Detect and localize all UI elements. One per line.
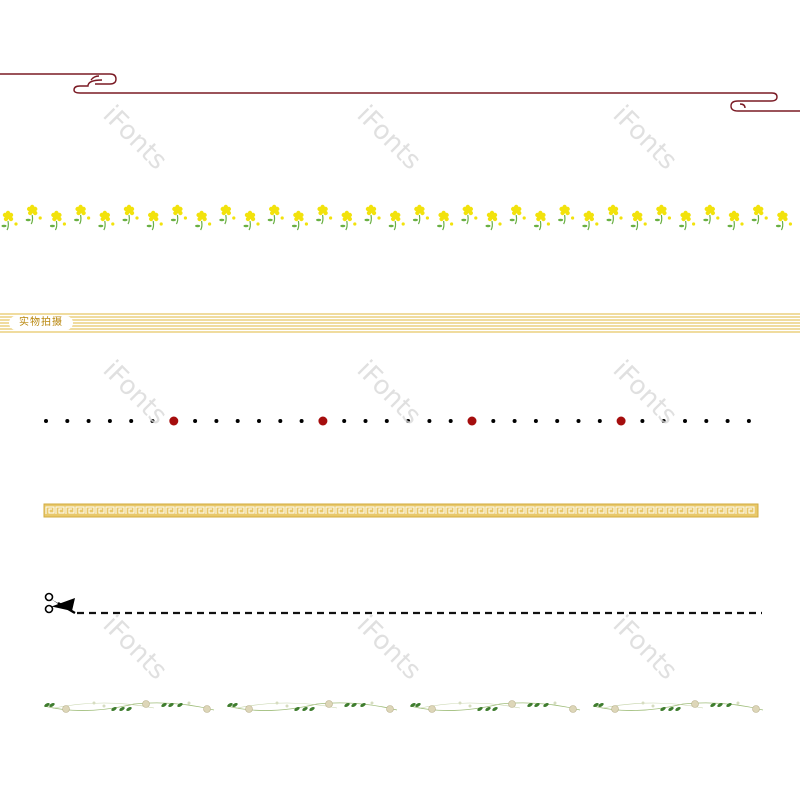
black-dot: [725, 419, 730, 423]
red-dot: [616, 416, 626, 426]
black-dot: [427, 419, 432, 423]
black-dot: [512, 419, 517, 423]
black-dot: [150, 419, 155, 423]
red-dot: [467, 416, 477, 426]
flower-icon: [533, 210, 551, 231]
flower-icon: [25, 204, 42, 225]
black-dot: [704, 419, 709, 423]
black-dot: [44, 419, 48, 423]
flower-icon: [388, 210, 405, 231]
cloud-line-divider: [0, 73, 800, 112]
black-dot: [576, 419, 581, 423]
black-dot: [384, 419, 389, 423]
flower-icon: [606, 204, 623, 225]
flower-icon: [1, 210, 18, 231]
flower-icon: [703, 204, 720, 225]
flower-icon: [582, 210, 599, 231]
dotted-divider: [44, 416, 751, 426]
flower-icon: [243, 210, 260, 231]
black-dot: [555, 419, 560, 423]
black-dot: [683, 419, 687, 423]
flower-icon: [485, 210, 502, 231]
flower-icon: [98, 210, 115, 231]
flower-icon: [412, 204, 429, 225]
scissors-icon: [44, 592, 76, 615]
vine-segment: [592, 700, 764, 713]
flower-icon: [775, 210, 793, 231]
red-dot: [169, 416, 179, 426]
flower-icon: [219, 204, 236, 225]
flower-icon: [195, 210, 212, 231]
black-dot: [65, 419, 70, 423]
black-dot: [640, 419, 645, 423]
flower-icon: [122, 204, 139, 225]
black-dot: [299, 419, 304, 423]
flower-icon: [558, 204, 575, 225]
flower-icon: [74, 204, 91, 225]
flower-icon: [267, 204, 284, 225]
rapeseed-flower-border: [1, 204, 793, 231]
gold-stripe-band: [0, 313, 800, 333]
vine-segment: [43, 700, 215, 713]
flower-icon: [654, 204, 672, 225]
flower-icon: [751, 204, 768, 225]
black-dot: [342, 419, 347, 423]
flower-icon: [679, 210, 696, 231]
black-dot: [533, 419, 538, 423]
flower-icon: [146, 210, 163, 231]
black-dot: [257, 419, 261, 423]
black-dot: [661, 419, 666, 423]
flower-icon: [170, 204, 187, 225]
black-dot: [86, 419, 91, 423]
black-dot: [193, 419, 198, 423]
flower-icon: [630, 210, 647, 231]
fret-pattern-border: [43, 503, 759, 518]
scissors-cut-line: [44, 592, 762, 615]
black-dot: [214, 419, 219, 423]
black-dot: [129, 419, 134, 423]
vine-segment: [409, 700, 581, 713]
black-dot: [597, 419, 602, 423]
flower-icon: [509, 204, 526, 225]
black-dot: [448, 419, 453, 423]
flower-icon: [727, 210, 744, 231]
flower-icon: [437, 210, 454, 231]
vine-border: [43, 700, 764, 713]
black-dot: [278, 419, 283, 423]
black-dot: [363, 419, 368, 423]
flower-icon: [364, 204, 381, 225]
flower-icon: [316, 204, 333, 225]
flower-icon: [340, 210, 357, 231]
vine-segment: [226, 700, 398, 713]
black-dot: [235, 419, 240, 423]
red-dot: [318, 416, 328, 426]
black-dot: [746, 419, 751, 423]
photo-tag-label: 实物拍摄: [9, 316, 73, 330]
flower-icon: [49, 210, 66, 231]
flower-icon: [461, 204, 478, 225]
black-dot: [491, 419, 496, 423]
flower-icon: [291, 210, 308, 231]
black-dot: [406, 419, 411, 423]
black-dot: [107, 419, 112, 423]
